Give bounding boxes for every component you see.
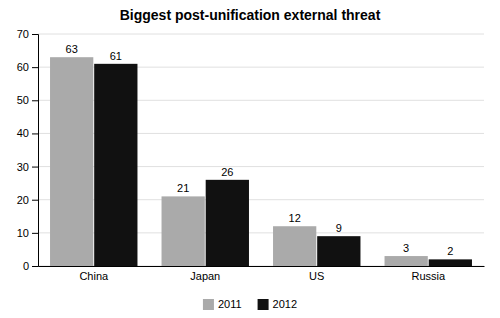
x-tick: US (309, 270, 324, 282)
y-tick-mark (32, 100, 38, 101)
data-label: 9 (336, 222, 342, 234)
plot: 6321123612692010203040506070ChinaJapanUS… (17, 28, 485, 282)
y-tick: 10 (17, 227, 38, 239)
bar-series (94, 64, 472, 266)
x-tick: Japan (190, 270, 220, 282)
chart: Biggest post-unification external threat… (0, 0, 500, 318)
bar (206, 180, 249, 266)
y-tick-mark (32, 266, 38, 267)
legend-swatch (203, 299, 214, 310)
legend-label: 2012 (273, 298, 297, 310)
y-axis-line (32, 35, 39, 267)
x-tick-label: China (79, 270, 109, 282)
bar (273, 226, 316, 266)
legend-item: 2011 (203, 298, 242, 310)
data-label: 63 (66, 43, 78, 55)
y-tick: 0 (23, 260, 38, 272)
bars (50, 57, 472, 266)
x-tick-label: Russia (411, 270, 446, 282)
y-tick-label: 0 (23, 260, 29, 272)
y-tick-mark (32, 167, 38, 168)
legend-swatch (258, 299, 269, 310)
data-label: 21 (177, 182, 189, 194)
bar (317, 236, 360, 266)
title: Biggest post-unification external threat (120, 7, 381, 23)
bar (94, 64, 137, 266)
y-tick: 70 (17, 28, 38, 40)
x-tick-label: US (309, 270, 324, 282)
grid (38, 34, 484, 266)
data-label: 26 (221, 166, 233, 178)
bar (385, 256, 428, 266)
x-axis-line (39, 266, 485, 267)
legend-item: 2012 (258, 298, 297, 310)
legend: 2011 2012 (203, 298, 297, 310)
y-tick-label: 20 (17, 194, 29, 206)
y-tick-mark (32, 233, 38, 234)
data-label: 3 (403, 242, 409, 254)
y-tick-label: 10 (17, 227, 29, 239)
y-tick-mark (32, 67, 38, 68)
legend-label: 2011 (218, 298, 242, 310)
y-tick: 60 (17, 61, 38, 73)
y-tick: 50 (17, 94, 38, 106)
x-tick-label: Japan (190, 270, 220, 282)
x-tick: China (79, 270, 109, 282)
y-tick: 20 (17, 194, 38, 206)
x-tick: Russia (411, 270, 446, 282)
y-tick-mark (32, 200, 38, 201)
data-label: 2 (447, 245, 453, 257)
x-axis: China Japan US Russia (39, 267, 485, 282)
data-label: 12 (289, 212, 301, 224)
bar (429, 259, 472, 266)
grid-line (38, 34, 484, 35)
y-tick-label: 30 (17, 161, 29, 173)
y-tick-label: 40 (17, 127, 29, 139)
y-tick-label: 70 (17, 28, 29, 40)
bar-series (50, 57, 428, 266)
bar (162, 196, 205, 266)
data-labels: 63 21 12 3 61 26 9 2 (66, 43, 454, 257)
data-label: 61 (110, 50, 122, 62)
y-tick-mark (32, 133, 38, 134)
y-tick: 40 (17, 127, 38, 139)
y-tick-label: 50 (17, 94, 29, 106)
y-axis: 0 10 20 30 40 50 60 70 (17, 28, 39, 272)
y-tick: 30 (17, 161, 38, 173)
y-tick-mark (32, 34, 38, 35)
y-tick-label: 60 (17, 61, 29, 73)
bar (50, 57, 93, 266)
